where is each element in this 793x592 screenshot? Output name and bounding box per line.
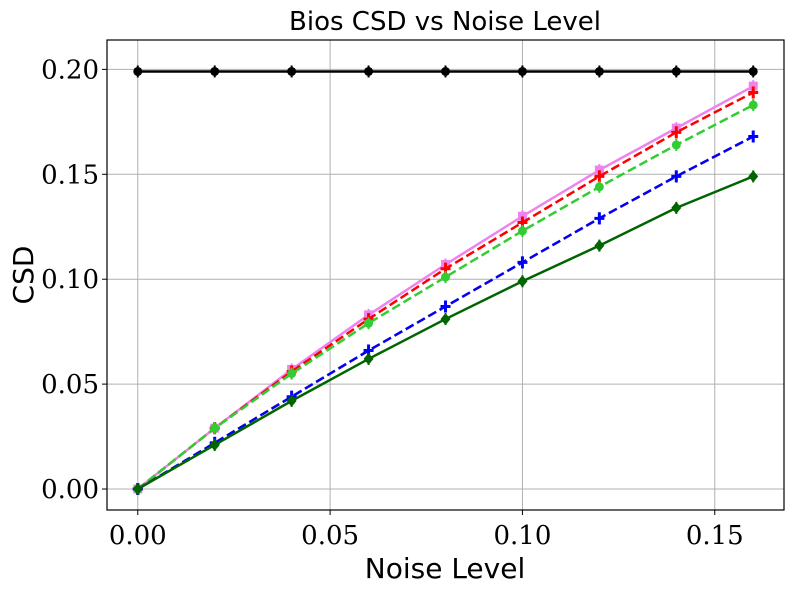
series-blue (132, 130, 759, 496)
x-ticks: 0.00 0.05 0.10 0.15 (109, 510, 744, 551)
data-point-blue (671, 170, 682, 183)
x-axis-label: Noise Level (365, 552, 525, 585)
data-point-dark-green (286, 394, 297, 407)
data-point-lime-green (671, 140, 681, 150)
data-point-dark-green (440, 313, 451, 326)
data-point-red (748, 86, 759, 99)
y-tick-label: 0.00 (41, 475, 99, 505)
data-point-lime-green (287, 369, 297, 379)
series-violet (133, 80, 758, 496)
series-line-red (136, 91, 754, 491)
data-point-violet (748, 81, 758, 91)
x-tick-label: 0.15 (686, 521, 744, 551)
data-point-violet (517, 211, 527, 221)
data-point-violet (594, 165, 604, 175)
data-point-black (287, 66, 297, 76)
series-red (132, 86, 759, 496)
y-ticks: 0.00 0.05 0.10 0.15 0.20 (41, 55, 107, 505)
data-point-lime-green (210, 423, 220, 433)
data-point-blue (440, 300, 451, 313)
y-tick-label: 0.15 (41, 160, 99, 190)
series-line-dark-green (137, 175, 754, 491)
data-point-lime-green (364, 318, 374, 328)
data-point-dark-green (209, 438, 220, 451)
data-point-black (210, 66, 220, 76)
series-line-violet (136, 85, 754, 491)
data-point-black (133, 66, 143, 76)
chart-title: Bios CSD vs Noise Level (289, 7, 601, 37)
series-dark-green (132, 170, 759, 496)
data-point-red (671, 126, 682, 139)
data-point-blue (594, 212, 605, 225)
data-point-lime-green (594, 182, 604, 192)
plot-frame (106, 39, 785, 511)
data-point-dark-green (517, 275, 528, 288)
series-black (133, 65, 758, 78)
data-point-lime-green (441, 272, 450, 282)
data-point-red (594, 170, 605, 183)
data-point-black (517, 66, 527, 76)
data-point-black (748, 66, 758, 76)
data-point-dark-green (671, 201, 682, 214)
series-line-lime-green (136, 103, 754, 491)
data-point-black (671, 66, 681, 76)
series-lime-green (133, 99, 758, 496)
data-point-black (441, 66, 450, 76)
data-point-dark-green (363, 352, 374, 365)
data-point-lime-green (748, 100, 758, 110)
y-axis-label: CSD (7, 246, 40, 305)
data-point-dark-green (594, 239, 605, 252)
y-tick-label: 0.05 (41, 370, 99, 400)
y-tick-label: 0.20 (41, 55, 99, 85)
data-point-lime-green (517, 226, 527, 236)
series-layer (132, 65, 759, 496)
data-point-black (364, 66, 374, 76)
y-tick-label: 0.10 (41, 265, 99, 295)
data-point-black (594, 66, 604, 76)
data-point-dark-green (748, 170, 759, 183)
x-tick-label: 0.00 (109, 521, 167, 551)
data-point-dark-green (132, 483, 143, 496)
data-point-blue (517, 256, 528, 269)
x-tick-label: 0.05 (301, 521, 359, 551)
data-point-blue (748, 130, 759, 143)
x-tick-label: 0.10 (493, 521, 551, 551)
